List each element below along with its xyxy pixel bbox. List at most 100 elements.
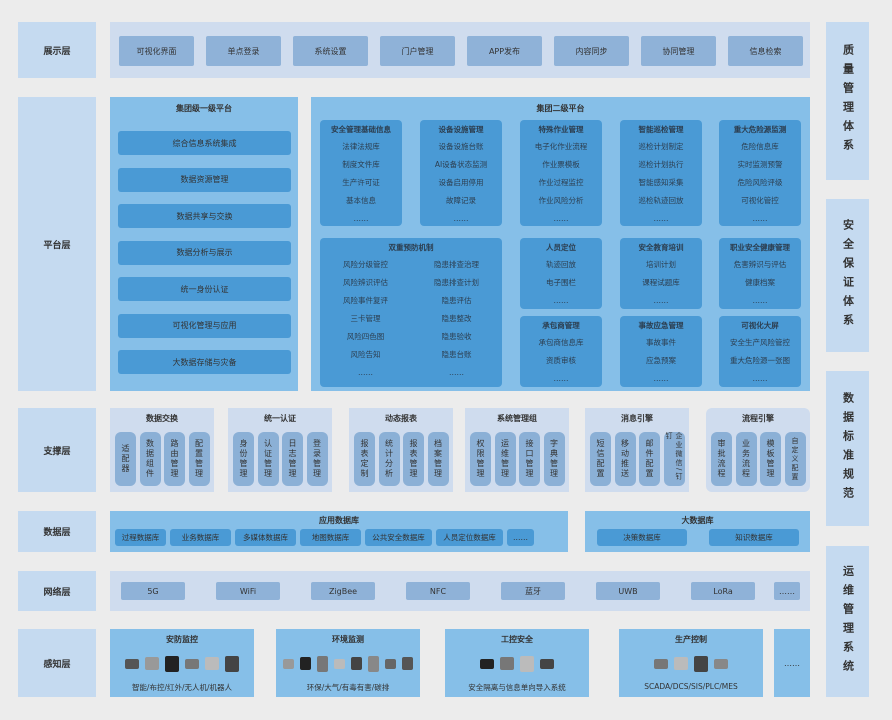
- support-group: 流程引擎 审批流程 业务流程 模板管理 自定义配置: [706, 408, 810, 492]
- support-group-title: 数据交换: [146, 414, 178, 423]
- support-item[interactable]: 统计分析: [378, 432, 400, 486]
- support-item[interactable]: 业务流程: [735, 432, 757, 486]
- level1-item[interactable]: 数据分析与展示: [118, 240, 291, 265]
- support-item[interactable]: 配置管理: [188, 432, 210, 486]
- display-item[interactable]: 系统设置: [293, 36, 368, 66]
- support-item[interactable]: 身份管理: [233, 432, 254, 486]
- device-image-icon: [520, 655, 534, 672]
- level1-item[interactable]: 统一身份认证: [118, 277, 291, 301]
- dual-prevention-card[interactable]: 双重预防机制 风险分级管控 风险辨识评估 风险事件复评 三卡管理 风险四色图 风险告知…… 隐…: [320, 238, 502, 387]
- module-item: ……: [653, 296, 669, 305]
- layer-label-network: 网络层: [18, 571, 96, 611]
- support-item[interactable]: 档案管理: [427, 432, 449, 486]
- support-group-title: 统一认证: [264, 414, 296, 423]
- level1-item[interactable]: 可视化管理与应用: [118, 313, 291, 338]
- module-item: ……: [752, 296, 768, 305]
- support-item[interactable]: 路由管理: [164, 432, 185, 486]
- module-card[interactable]: 人员定位 轨迹回放 电子围栏 ……: [520, 238, 602, 309]
- app-db-item[interactable]: 人员定位数据库: [436, 529, 503, 546]
- network-item[interactable]: 5G: [121, 582, 185, 600]
- support-item[interactable]: 登录管理: [306, 432, 328, 486]
- device-row: [276, 653, 420, 672]
- support-group: 系统管理组 权限管理 运维管理 接口管理 字典管理: [465, 408, 569, 492]
- support-item[interactable]: 日志管理: [282, 432, 303, 486]
- display-item[interactable]: APP发布: [467, 36, 542, 66]
- support-item[interactable]: 权限管理: [470, 432, 491, 486]
- support-item[interactable]: 移动推送: [614, 432, 636, 486]
- app-db-item[interactable]: 地图数据库: [300, 529, 361, 546]
- layer-label-platform: 平台层: [18, 97, 96, 391]
- support-item[interactable]: 报表定制: [354, 432, 375, 486]
- display-item[interactable]: 信息检索: [728, 36, 803, 66]
- network-item[interactable]: ……: [774, 582, 800, 600]
- support-item[interactable]: 模板管理: [760, 432, 781, 486]
- app-db-item[interactable]: 公共安全数据库: [365, 529, 432, 546]
- display-item[interactable]: 单点登录: [206, 36, 281, 66]
- module-item: 隐患排查计划: [434, 278, 479, 287]
- support-item[interactable]: 邮件配置: [639, 432, 660, 486]
- perception-group: 工控安全 安全隔离与信息单向导入系统: [445, 629, 589, 697]
- app-db-item[interactable]: 业务数据库: [170, 529, 231, 546]
- module-item: ……: [358, 368, 373, 377]
- display-item[interactable]: 协同管理: [641, 36, 716, 66]
- network-item[interactable]: 蓝牙: [501, 582, 565, 600]
- big-db-item[interactable]: 知识数据库: [709, 529, 799, 546]
- support-item[interactable]: 适配器: [115, 432, 136, 486]
- support-item[interactable]: 短信配置: [590, 432, 611, 486]
- support-item[interactable]: 字典管理: [543, 432, 565, 486]
- perception-group-caption: 安全隔离与信息单向导入系统: [468, 683, 566, 692]
- support-item[interactable]: 接口管理: [519, 432, 540, 486]
- module-card[interactable]: 承包商管理 承包商信息库 资质审核 ……: [520, 316, 602, 387]
- perception-more: ……: [774, 629, 810, 697]
- display-item[interactable]: 可视化界面: [119, 36, 194, 66]
- module-item: 设备设施台账: [438, 142, 484, 151]
- module-item: 作业过程监控: [538, 178, 584, 187]
- app-db-item[interactable]: ……: [507, 529, 534, 546]
- module-item: 风险辨识评估: [343, 278, 388, 287]
- module-item: 电子围栏: [546, 278, 576, 287]
- module-card[interactable]: 可视化大屏 安全生产风险管控 重大危险源一张图 ……: [719, 316, 801, 387]
- group-level1-title: 集团级一级平台: [176, 104, 232, 113]
- module-card[interactable]: 重大危险源监测 危险信息库 实时监测预警 危险风险评级 可视化管控 ……: [719, 120, 801, 226]
- module-item: 电子化作业流程: [534, 142, 588, 151]
- network-item[interactable]: ZigBee: [311, 582, 375, 600]
- app-db-item[interactable]: 多媒体数据库: [235, 529, 296, 546]
- network-item[interactable]: NFC: [406, 582, 470, 600]
- layer-label-support: 支撑层: [18, 408, 96, 492]
- network-item[interactable]: LoRa: [691, 582, 755, 600]
- network-item[interactable]: WiFi: [216, 582, 280, 600]
- network-item[interactable]: UWB: [596, 582, 660, 600]
- module-card[interactable]: 职业安全健康管理 危害辨识与评估 健康档案 ……: [719, 238, 801, 309]
- level1-item[interactable]: 数据资源管理: [118, 167, 291, 192]
- big-db-item[interactable]: 决策数据库: [597, 529, 687, 546]
- support-item[interactable]: 数据组件: [139, 432, 161, 486]
- device-image-icon: [480, 658, 494, 669]
- module-card[interactable]: 智能巡检管理 巡检计划制定 巡检计划执行 智能感知采集 巡检轨迹回放 ……: [620, 120, 702, 226]
- module-item: ……: [553, 296, 569, 305]
- perception-group: 生产控制 SCADA/DCS/SIS/PLC/MES: [619, 629, 763, 697]
- level1-item[interactable]: 大数据存储与灾备: [118, 350, 291, 374]
- perception-group-title: 生产控制: [675, 635, 707, 644]
- support-item[interactable]: 运维管理: [494, 432, 516, 486]
- support-item[interactable]: 企业微信/钉钉: [663, 432, 685, 486]
- device-row: [445, 653, 589, 672]
- support-item[interactable]: 认证管理: [257, 432, 279, 486]
- level1-item[interactable]: 数据共享与交换: [118, 204, 291, 228]
- device-row: [619, 653, 763, 672]
- support-item[interactable]: 审批流程: [711, 432, 732, 486]
- display-item[interactable]: 内容同步: [554, 36, 629, 66]
- device-image-icon: [125, 658, 139, 669]
- app-db-item[interactable]: 过程数据库: [115, 529, 166, 546]
- module-card[interactable]: 设备设施管理 设备设施台账 AI设备状态监测 设备启用停用 故障记录 ……: [420, 120, 502, 226]
- group-level1-panel: 集团级一级平台 综合信息系统集成 数据资源管理 数据共享与交换 数据分析与展示 统一身份…: [110, 97, 298, 391]
- module-title: 特殊作业管理: [538, 125, 584, 134]
- module-card[interactable]: 事故应急管理 事故事件 应急预案 ……: [620, 316, 702, 387]
- display-item[interactable]: 门户管理: [380, 36, 455, 66]
- level1-item[interactable]: 综合信息系统集成: [118, 131, 291, 155]
- module-card[interactable]: 安全管理基础信息 法律法规库 制度文件库 生产许可证 基本信息 ……: [320, 120, 402, 226]
- support-item[interactable]: 自定义配置: [784, 432, 806, 486]
- module-card[interactable]: 安全教育培训 培训计划 课程试题库 ……: [620, 238, 702, 309]
- module-card[interactable]: 特殊作业管理 电子化作业流程 作业票模板 作业过程监控 作业风险分析 ……: [520, 120, 602, 226]
- support-item[interactable]: 报表管理: [403, 432, 424, 486]
- module-item: ……: [449, 368, 464, 377]
